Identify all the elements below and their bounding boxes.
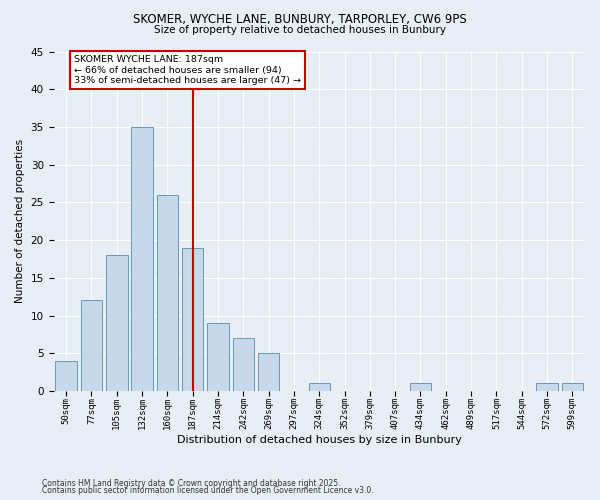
Bar — [55, 361, 77, 391]
Text: SKOMER WYCHE LANE: 187sqm
← 66% of detached houses are smaller (94)
33% of semi-: SKOMER WYCHE LANE: 187sqm ← 66% of detac… — [74, 56, 301, 85]
Bar — [131, 127, 153, 391]
Text: SKOMER, WYCHE LANE, BUNBURY, TARPORLEY, CW6 9PS: SKOMER, WYCHE LANE, BUNBURY, TARPORLEY, … — [133, 12, 467, 26]
Bar — [536, 384, 558, 391]
Text: Contains HM Land Registry data © Crown copyright and database right 2025.: Contains HM Land Registry data © Crown c… — [42, 478, 341, 488]
Bar — [157, 195, 178, 391]
Bar — [233, 338, 254, 391]
Bar — [207, 323, 229, 391]
Text: Contains public sector information licensed under the Open Government Licence v3: Contains public sector information licen… — [42, 486, 374, 495]
Bar — [81, 300, 102, 391]
Y-axis label: Number of detached properties: Number of detached properties — [15, 139, 25, 304]
Bar — [106, 255, 128, 391]
Text: Size of property relative to detached houses in Bunbury: Size of property relative to detached ho… — [154, 25, 446, 35]
Bar — [258, 353, 280, 391]
Bar — [182, 248, 203, 391]
Bar — [308, 384, 330, 391]
Bar — [410, 384, 431, 391]
X-axis label: Distribution of detached houses by size in Bunbury: Distribution of detached houses by size … — [177, 435, 462, 445]
Bar — [562, 384, 583, 391]
